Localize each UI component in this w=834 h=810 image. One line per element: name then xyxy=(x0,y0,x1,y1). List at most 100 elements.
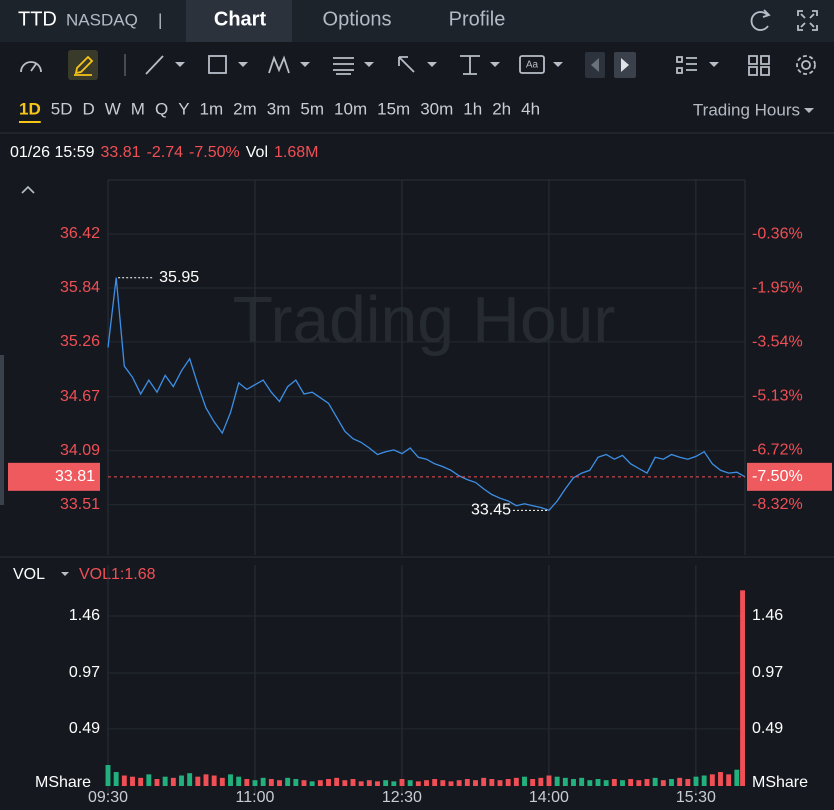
volume-bar xyxy=(620,780,625,786)
timeframe-option[interactable]: D xyxy=(82,99,94,118)
timeframe-option[interactable]: W xyxy=(105,99,121,118)
volume-bar xyxy=(669,779,674,786)
session-selector[interactable]: Trading Hours xyxy=(693,100,800,119)
measure-tool[interactable] xyxy=(460,55,480,75)
text-tool[interactable] xyxy=(519,55,545,74)
volume-bar xyxy=(740,590,745,786)
text-tool-label: Aa xyxy=(526,60,539,71)
tab[interactable]: Profile xyxy=(449,8,506,30)
dropdown[interactable] xyxy=(804,108,814,113)
rect-tool[interactable] xyxy=(208,55,227,74)
timeframe-option[interactable]: 15m xyxy=(377,99,410,118)
timeframe-option[interactable]: 4h xyxy=(521,99,540,118)
info-vol-label: Vol xyxy=(246,144,268,161)
dropdown[interactable] xyxy=(238,62,248,67)
volume-bar xyxy=(685,779,691,786)
y-tick-label: 34.67 xyxy=(60,388,100,405)
volume-bar xyxy=(448,781,454,786)
settings-icon[interactable] xyxy=(801,60,811,70)
volume-bar xyxy=(252,780,258,786)
timeframe-option[interactable]: 2m xyxy=(233,99,257,118)
volume-bar xyxy=(628,779,634,786)
current-pct-label: -7.50% xyxy=(752,468,803,485)
volume-bar xyxy=(554,776,560,786)
arrow-tool[interactable] xyxy=(398,56,415,73)
collapse-icon[interactable] xyxy=(21,185,35,194)
timeframe-option[interactable]: 1h xyxy=(463,99,482,118)
dropdown[interactable] xyxy=(175,62,185,67)
volume-bar xyxy=(268,779,274,786)
info-change: -2.74 xyxy=(147,144,184,161)
volume-unit: MShare xyxy=(752,774,808,791)
fib-tool[interactable] xyxy=(333,57,354,75)
timeframe-option[interactable]: 30m xyxy=(420,99,453,118)
dropdown[interactable] xyxy=(709,62,719,67)
x-tick-label: 14:00 xyxy=(529,789,569,806)
timeframe-option[interactable]: 3m xyxy=(267,99,291,118)
volume-bar xyxy=(195,776,201,786)
dropdown[interactable] xyxy=(427,62,437,67)
volume-bar xyxy=(497,780,503,786)
timeframe-option[interactable]: Q xyxy=(155,99,168,118)
volume-bar xyxy=(579,777,585,786)
y2-tick-label: -5.13% xyxy=(752,388,803,405)
volume-bar xyxy=(285,777,291,786)
y-tick-label: 34.09 xyxy=(60,442,100,459)
pattern-tool[interactable] xyxy=(268,55,290,74)
volume-bar xyxy=(154,779,160,786)
volume-bar xyxy=(440,780,446,786)
volume-bar xyxy=(317,780,323,786)
y-tick-label: 33.51 xyxy=(60,496,100,513)
volume-bar xyxy=(644,779,650,786)
volume-bar xyxy=(701,775,707,786)
timeframe-option[interactable]: 10m xyxy=(334,99,367,118)
volume-bar xyxy=(162,776,168,786)
line-tool[interactable] xyxy=(145,55,164,75)
timeframe-option[interactable]: 5D xyxy=(51,99,73,118)
volume-bar xyxy=(718,772,723,786)
side-handle[interactable] xyxy=(0,355,4,505)
timeframe-option[interactable]: 2h xyxy=(492,99,511,118)
y-tick-label: 35.84 xyxy=(60,279,100,296)
y2-tick-label: -3.54% xyxy=(752,334,803,351)
dropdown[interactable] xyxy=(490,62,500,67)
info-volume: 1.68M xyxy=(274,144,318,161)
dropdown[interactable] xyxy=(61,572,69,576)
volume-bar xyxy=(489,779,495,786)
pencil-icon[interactable] xyxy=(74,55,94,76)
volume-bar xyxy=(277,780,282,786)
timeframe-option[interactable]: 5m xyxy=(300,99,324,118)
dropdown[interactable] xyxy=(300,62,310,67)
volume-bar xyxy=(415,781,421,786)
next-arrow xyxy=(621,58,629,72)
volume-indicator[interactable]: VOL xyxy=(13,566,45,583)
settings-gear[interactable] xyxy=(796,55,816,75)
refresh-icon[interactable] xyxy=(750,9,771,31)
y2-tick-label: -0.36% xyxy=(752,225,803,242)
tab[interactable]: Chart xyxy=(214,8,267,30)
grid-icon[interactable] xyxy=(748,55,770,76)
volume-bar xyxy=(603,780,609,786)
info-change-pct: -7.50% xyxy=(189,144,240,161)
timeframe-option[interactable]: M xyxy=(131,99,145,118)
x-tick-label: 09:30 xyxy=(88,789,128,806)
timeframe-option[interactable]: 1D xyxy=(19,99,41,118)
tab[interactable]: Options xyxy=(323,8,392,30)
dropdown[interactable] xyxy=(364,62,374,67)
timeframe-option[interactable]: 1m xyxy=(200,99,224,118)
y-tick-label: 35.26 xyxy=(60,333,100,350)
volume-bar xyxy=(179,775,184,786)
volume-bar xyxy=(293,779,299,786)
volume-bar xyxy=(513,777,519,786)
dropdown[interactable] xyxy=(553,62,563,67)
layout-icon[interactable] xyxy=(676,56,697,74)
gauge-icon[interactable] xyxy=(20,61,42,73)
volume-bar xyxy=(407,780,413,786)
timeframe-option[interactable]: Y xyxy=(178,99,189,118)
toolbar: Aa xyxy=(20,50,816,80)
fullscreen-icon[interactable] xyxy=(797,10,818,31)
volume-bar xyxy=(170,777,176,786)
volume-bar xyxy=(146,774,152,786)
